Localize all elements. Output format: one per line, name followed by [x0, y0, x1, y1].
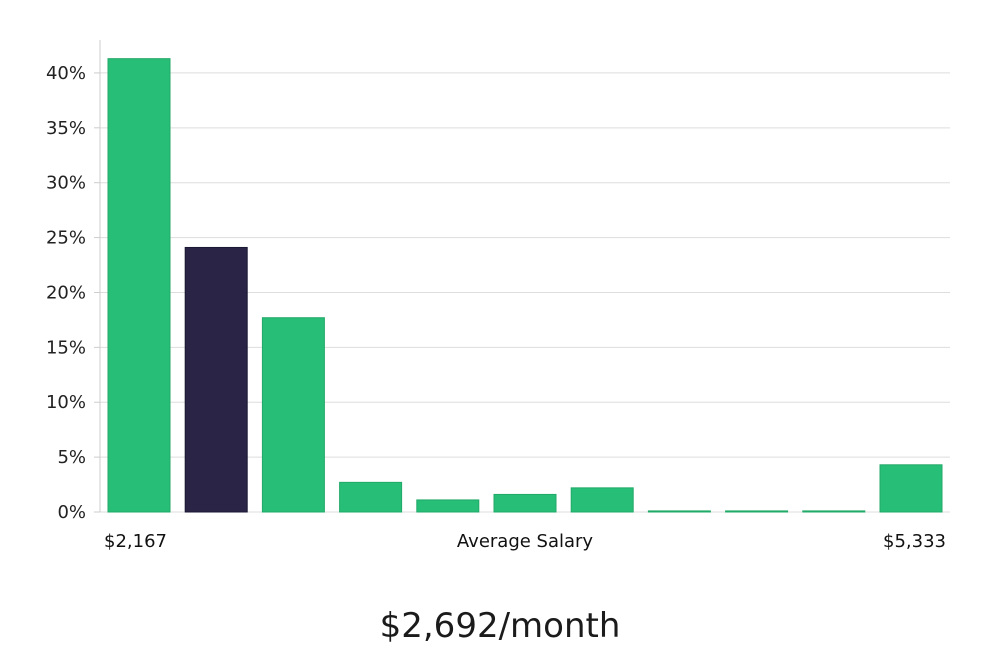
y-tick-label: 5% — [57, 447, 86, 468]
bar — [802, 510, 866, 513]
y-tick-label: 0% — [57, 502, 86, 523]
x-end-label: $5,333 — [883, 531, 946, 552]
bar — [879, 464, 943, 513]
salary-histogram-chart: 0%5%10%15%20%25%30%35%40% $2,167 $5,333 … — [46, 40, 950, 552]
x-start-label: $2,167 — [104, 531, 167, 552]
bars — [107, 58, 943, 513]
bar-highlighted — [184, 246, 248, 513]
bar — [107, 58, 171, 513]
average-salary-summary: $2,692/month — [379, 606, 621, 646]
bar — [647, 510, 711, 513]
bar — [261, 317, 325, 513]
bar — [493, 493, 557, 513]
y-tick-label: 15% — [46, 337, 86, 358]
x-axis-title: Average Salary — [457, 531, 594, 552]
bar — [339, 481, 403, 513]
y-tick-label: 20% — [46, 282, 86, 303]
y-tick-label: 35% — [46, 118, 86, 139]
bar — [570, 487, 634, 513]
y-axis-ticks: 0% 5% 10% 15% 20% 25% 30% 35% 40% — [46, 63, 100, 523]
bar — [725, 510, 789, 513]
bar — [416, 499, 480, 513]
y-tick-label: 10% — [46, 392, 86, 413]
y-tick-label: 40% — [46, 63, 86, 84]
y-tick-label: 25% — [46, 228, 86, 249]
y-tick-label: 30% — [46, 173, 86, 194]
